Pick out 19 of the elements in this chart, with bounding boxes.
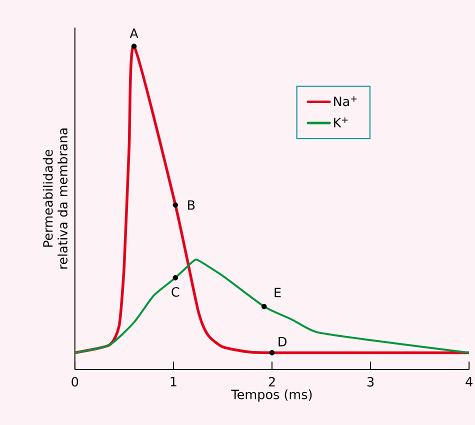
legend-label: K$^{+}$ [334, 117, 348, 128]
x-axis-title: Tempos (ms) [231, 390, 312, 402]
annotation: C [172, 287, 180, 297]
y-axis-title: Permeabilidade relativa da membrana [42, 128, 68, 269]
x-tick-label: 0 [72, 377, 78, 387]
annotation: D [278, 337, 286, 346]
annotation: E [274, 288, 281, 298]
point [131, 44, 137, 50]
point [269, 350, 275, 356]
x-tick-label: 3 [367, 377, 374, 387]
annotation: B [188, 200, 195, 210]
point [172, 275, 178, 281]
annotation: A [130, 28, 138, 38]
point [172, 202, 178, 208]
x-tick-label: 2 [268, 377, 275, 387]
x-tick-label: 4 [466, 377, 472, 386]
legend-label: Na$^{+}$ [334, 96, 357, 106]
x-tick-label: 1 [170, 377, 176, 386]
point [261, 304, 267, 310]
